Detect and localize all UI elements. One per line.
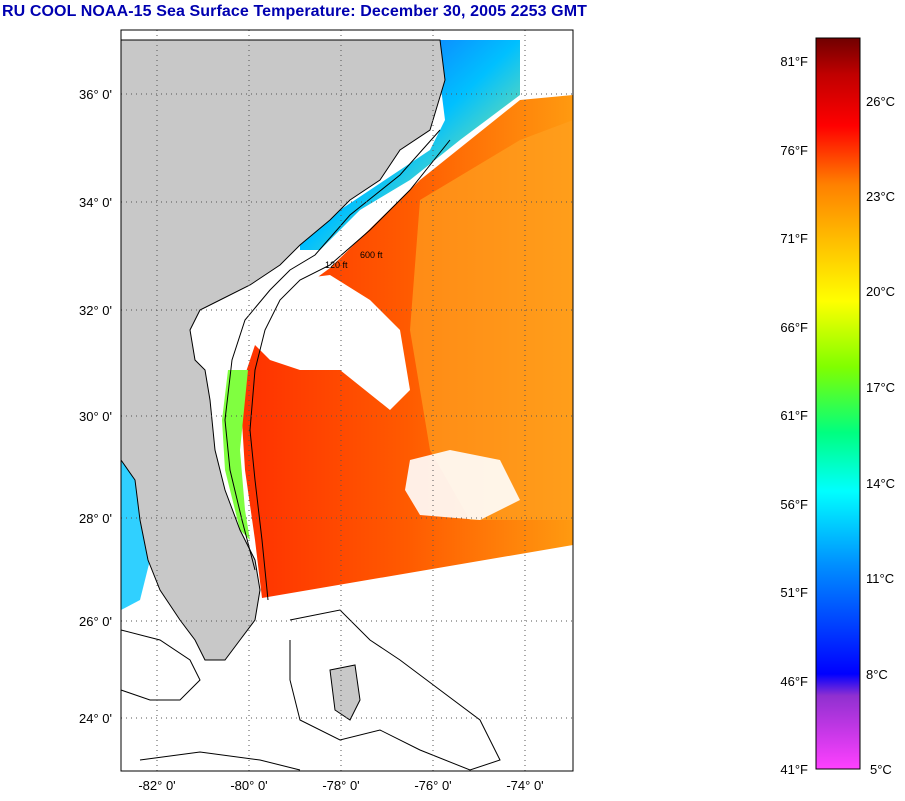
lat-label: 28° 0' [79,511,112,526]
lat-label: 34° 0' [79,195,112,210]
c-label: 8°C [866,667,888,682]
lon-label: -76° 0' [414,778,451,793]
contour-label: 600 ft [360,250,383,260]
contour-cuba [139,751,301,771]
c-label: 23°C [866,189,895,204]
contour-600ft [249,139,451,601]
lon-label: -74° 0' [506,778,543,793]
map-title: RU COOL NOAA-15 Sea Surface Temperature:… [2,3,588,20]
land-southeast-us [120,39,446,661]
contour-bahamas [289,609,501,771]
f-label: 51°F [780,585,808,600]
lon-label: -80° 0' [230,778,267,793]
c-label: 11°C [866,571,894,586]
f-label: 66°F [780,320,808,335]
contour-120ft [224,129,441,571]
lat-label: 30° 0' [79,409,112,424]
f-label: 41°F [780,762,808,777]
f-label: 76°F [780,143,808,158]
c-label: 20°C [866,284,895,299]
c-label: 17°C [866,380,895,395]
cloud-cover-south [405,450,520,520]
lon-label: -82° 0' [138,778,175,793]
cloud-cover [200,275,410,410]
map-border [120,29,574,772]
latitude-labels: 36° 0' 34° 0' 32° 0' 30° 0' 28° 0' 26° 0… [79,87,112,726]
lat-label: 36° 0' [79,87,112,102]
colorbar-fahrenheit-labels: 81°F 76°F 71°F 66°F 61°F 56°F 51°F 46°F … [780,54,808,777]
f-label: 61°F [780,408,808,423]
contour-label: 120 ft [325,260,348,270]
sst-swath-east [410,120,573,520]
colorbar-scale [815,37,861,770]
shelf-water-florida [222,370,250,540]
f-label: 81°F [780,54,808,69]
longitude-labels: -82° 0' -80° 0' -78° 0' -76° 0' -74° 0' [138,778,543,793]
c-label: 5°C [870,762,892,777]
shelf-water-cold [300,40,520,250]
contour-gulf [120,629,201,701]
f-label: 46°F [780,674,808,689]
lat-label: 26° 0' [79,614,112,629]
graticule [121,30,573,771]
colorbar: 81°F 76°F 71°F 66°F 61°F 56°F 51°F 46°F … [780,37,895,777]
lon-label: -78° 0' [322,778,359,793]
bahamas-land [329,664,361,721]
f-label: 71°F [780,231,808,246]
lat-label: 24° 0' [79,711,112,726]
colorbar-celsius-labels: 26°C 23°C 20°C 17°C 14°C 11°C 8°C 5°C [866,94,895,777]
c-label: 14°C [866,476,895,491]
lat-label: 32° 0' [79,303,112,318]
c-label: 26°C [866,94,895,109]
f-label: 56°F [780,497,808,512]
